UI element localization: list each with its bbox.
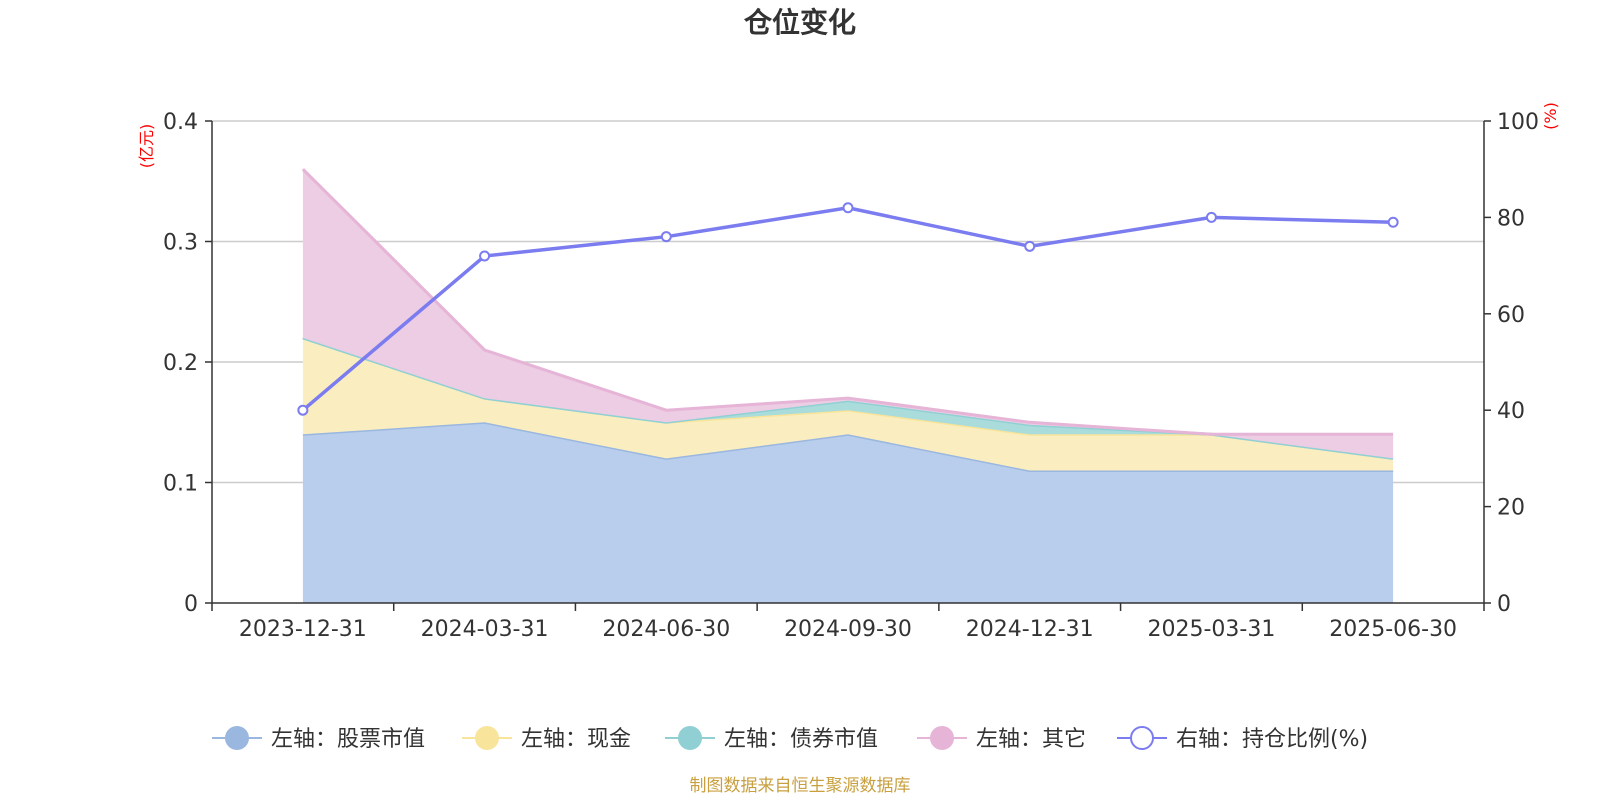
right-axis-unit: (%) bbox=[1541, 102, 1560, 130]
legend-item-3: 左轴：其它 bbox=[917, 726, 1086, 752]
legend-item-1: 左轴：现金 bbox=[462, 726, 631, 752]
left-tick-label: 0.3 bbox=[163, 231, 198, 256]
legend-marker bbox=[930, 726, 954, 750]
left-tick-label: 0.1 bbox=[163, 472, 198, 497]
holding-ratio-point bbox=[842, 202, 854, 214]
right-tick-label: 40 bbox=[1497, 399, 1525, 424]
x-tick-label: 2024-03-31 bbox=[421, 617, 549, 642]
right-tick-label: 0 bbox=[1497, 592, 1511, 617]
legend-marker bbox=[225, 726, 249, 750]
left-tick-label: 0.4 bbox=[163, 110, 198, 135]
x-tick-label: 2024-12-31 bbox=[966, 617, 1094, 642]
legend-label: 左轴：债券市值 bbox=[724, 727, 878, 752]
legend-label: 左轴：其它 bbox=[976, 727, 1086, 752]
area-series-0 bbox=[302, 422, 1394, 603]
left-tick-label: 0 bbox=[184, 592, 198, 617]
area-series-3-edge bbox=[301, 168, 1394, 436]
legend-marker bbox=[678, 726, 702, 750]
legend-item-2: 左轴：债券市值 bbox=[665, 726, 878, 752]
legend-marker bbox=[1130, 726, 1154, 750]
holding-ratio-point bbox=[1024, 240, 1036, 252]
area-series-1 bbox=[302, 337, 1394, 471]
x-tick-label: 2025-06-30 bbox=[1329, 617, 1457, 642]
legend-label: 右轴：持仓比例(%) bbox=[1176, 727, 1368, 752]
x-tick-label: 2025-03-31 bbox=[1147, 617, 1275, 642]
holding-ratio-point bbox=[1387, 216, 1399, 228]
holding-ratio-point bbox=[479, 250, 491, 262]
legend: 左轴：股票市值 左轴：现金 左轴：债券市值 左轴：其它 右轴：持仓比例(%) bbox=[212, 726, 1368, 752]
area-series-3 bbox=[302, 169, 1394, 459]
right-tick-label: 100 bbox=[1497, 110, 1539, 135]
holding-ratio-line bbox=[297, 202, 1399, 416]
legend-label: 左轴：股票市值 bbox=[271, 727, 425, 752]
left-axis-unit: (亿元) bbox=[137, 124, 156, 169]
holding-ratio-point bbox=[1205, 211, 1217, 223]
legend-item-0: 左轴：股票市值 bbox=[212, 726, 425, 752]
legend-item-4: 右轴：持仓比例(%) bbox=[1117, 726, 1368, 752]
left-tick-label: 0.2 bbox=[163, 351, 198, 376]
axes: 0 0.1 0.2 0.3 0.4 0 20 40 60 80 100 2023-12-31 2024-… bbox=[163, 110, 1539, 642]
legend-marker bbox=[475, 726, 499, 750]
x-tick-label: 2024-09-30 bbox=[784, 617, 912, 642]
holding-ratio-point bbox=[297, 404, 309, 416]
right-tick-label: 20 bbox=[1497, 496, 1525, 521]
right-tick-label: 60 bbox=[1497, 303, 1525, 328]
legend-label: 左轴：现金 bbox=[521, 727, 631, 752]
x-tick-label: 2024-06-30 bbox=[602, 617, 730, 642]
holding-ratio-point bbox=[660, 231, 672, 243]
right-tick-label: 80 bbox=[1497, 206, 1525, 231]
x-tick-label: 2023-12-31 bbox=[239, 617, 367, 642]
chart-title: 仓位变化 bbox=[744, 6, 856, 39]
data-source-note: 制图数据来自恒生聚源数据库 bbox=[690, 776, 911, 796]
stacked-areas bbox=[301, 168, 1394, 603]
